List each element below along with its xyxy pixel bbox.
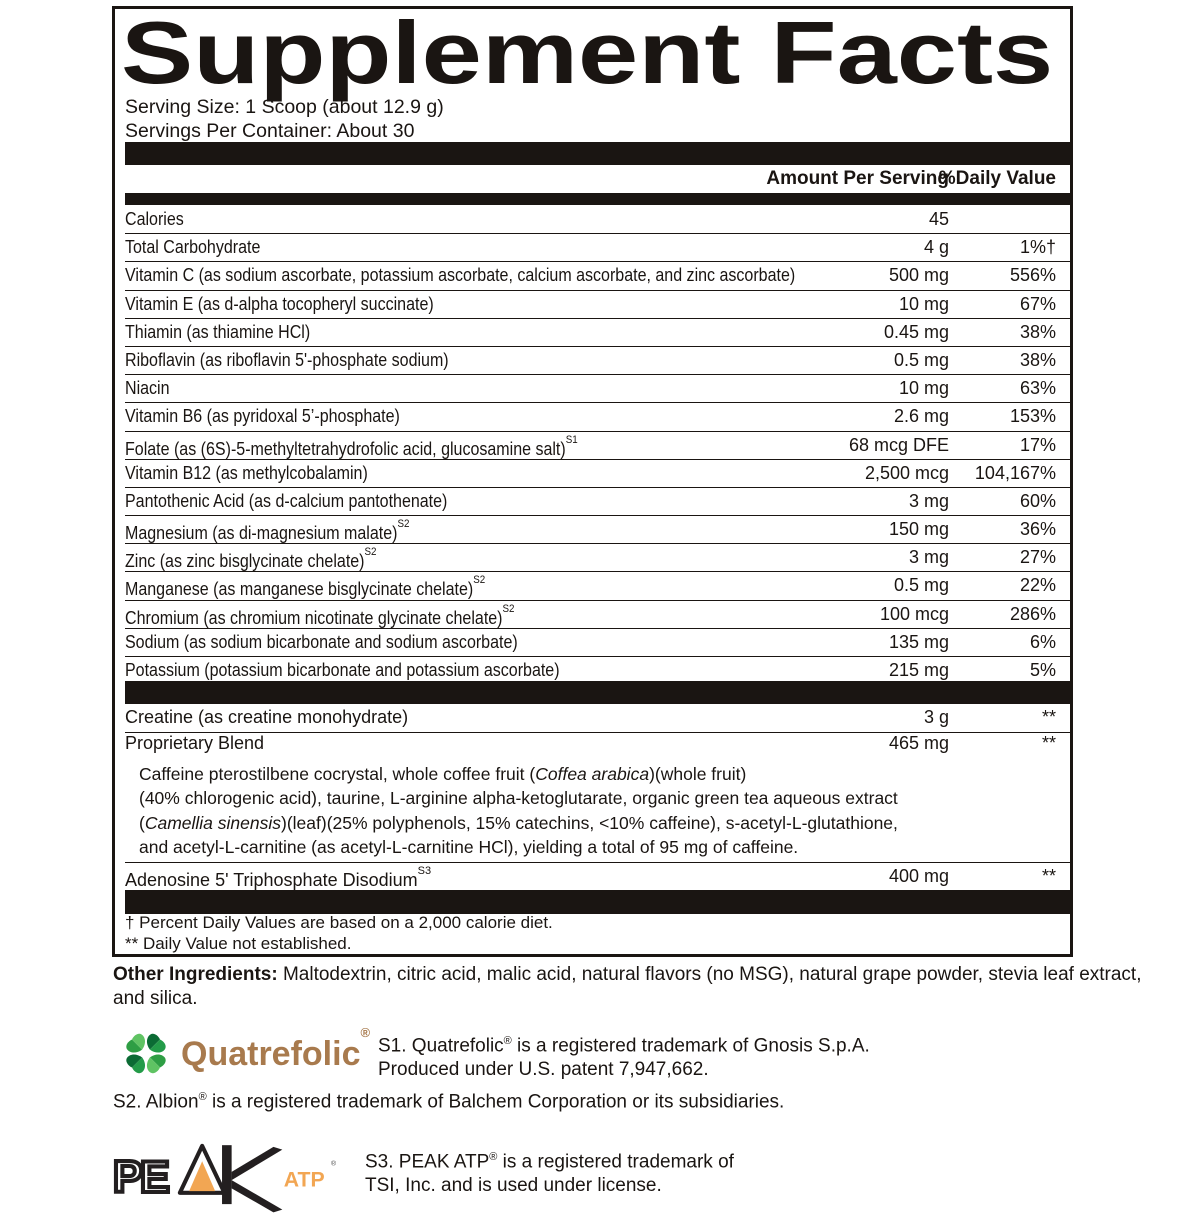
svg-text:ATP: ATP [284, 1167, 325, 1191]
svg-text:PE: PE [113, 1153, 168, 1202]
svg-text:®: ® [331, 1160, 336, 1168]
